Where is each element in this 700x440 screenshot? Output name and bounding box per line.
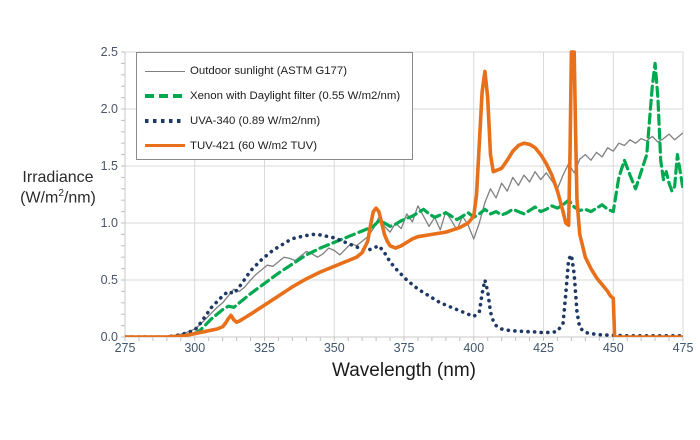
y-axis-tick-labels: 0.0 0.5 1.0 1.5 2.0 2.5 [84, 0, 118, 440]
x-tick-label: 375 [393, 341, 415, 355]
y-tick-label: 1.0 [100, 216, 118, 230]
y-axis-title: Irradiance (W/m2/nm) [4, 168, 112, 208]
series-line-1 [125, 61, 683, 337]
x-tick-label: 275 [114, 341, 136, 355]
legend-item-label: Xenon with Daylight filter (0.55 W/m2/nm… [190, 89, 401, 102]
x-axis-title: Wavelength (nm) [332, 360, 476, 381]
legend-item-label: UVA-340 (0.89 W/m2/nm) [190, 114, 321, 127]
series-line-3 [125, 50, 683, 337]
y-tick-label: 0.5 [100, 273, 118, 287]
x-tick-label: 425 [533, 341, 554, 355]
y-axis-title-line2: (W/m2/nm) [20, 188, 96, 207]
legend-item-2[interactable]: UVA-340 (0.89 W/m2/nm) [143, 108, 406, 133]
chart-legend: Outdoor sunlight (ASTM G177) Xenon with D… [136, 52, 413, 160]
y-tick-label: 2.0 [100, 102, 118, 116]
legend-swatch-icon [143, 65, 187, 77]
x-tick-label: 300 [184, 341, 206, 355]
x-tick-label: 325 [254, 341, 275, 355]
series-line-2 [125, 232, 683, 337]
legend-item-label: TUV-421 (60 W/m2 TUV) [190, 139, 318, 152]
y-tick-label: 2.5 [100, 45, 118, 59]
x-tick-label: 400 [463, 341, 485, 355]
legend-item-3[interactable]: TUV-421 (60 W/m2 TUV) [143, 133, 406, 158]
x-tick-label: 450 [602, 341, 624, 355]
x-tick-label: 475 [672, 341, 694, 355]
legend-swatch-icon [143, 90, 187, 102]
legend-swatch-icon [143, 115, 187, 127]
y-tick-label: 1.5 [100, 159, 118, 173]
legend-item-1[interactable]: Xenon with Daylight filter (0.55 W/m2/nm… [143, 83, 406, 108]
y-tick-label: 0.0 [100, 330, 118, 344]
legend-swatch-icon [143, 140, 187, 152]
legend-item-0[interactable]: Outdoor sunlight (ASTM G177) [143, 58, 406, 83]
y-axis-title-line1: Irradiance [22, 169, 94, 186]
x-tick-label: 350 [323, 341, 345, 355]
legend-item-label: Outdoor sunlight (ASTM G177) [190, 64, 348, 77]
